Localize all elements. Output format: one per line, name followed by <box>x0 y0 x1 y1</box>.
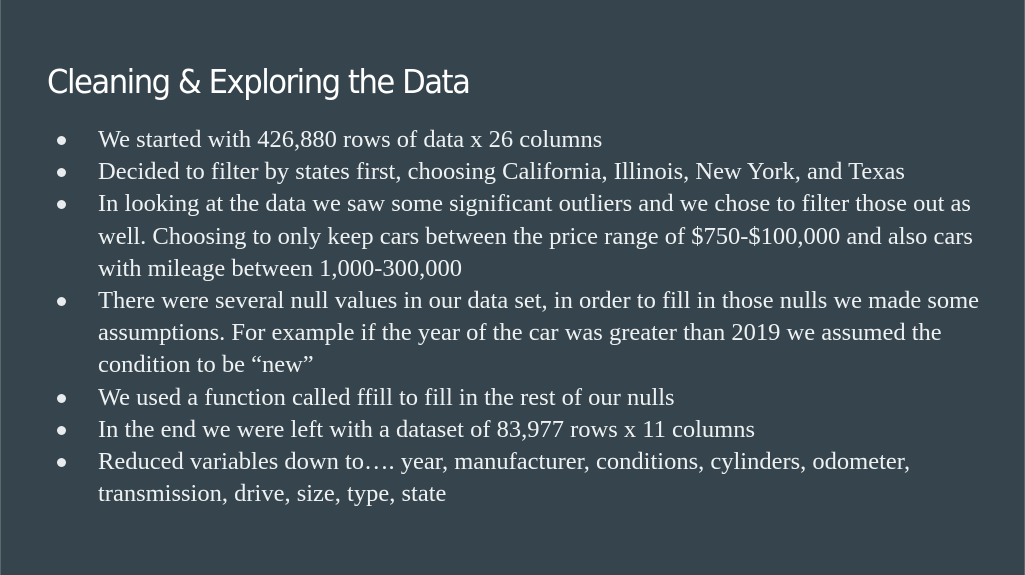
bullet-item: In the end we were left with a dataset o… <box>53 414 993 446</box>
bullet-item: There were several null values in our da… <box>53 285 993 382</box>
bullet-item: We started with 426,880 rows of data x 2… <box>53 124 993 156</box>
bullet-text: In looking at the data we saw some signi… <box>98 190 973 282</box>
bullet-text: Decided to filter by states first, choos… <box>98 158 905 186</box>
bullet-dot-icon <box>57 200 66 210</box>
bullet-dot-icon <box>57 136 66 145</box>
bullet-item: Reduced variables down to…. year, manufa… <box>53 446 993 510</box>
bullet-dot-icon <box>57 458 66 468</box>
bullet-item: In looking at the data we saw some signi… <box>53 188 993 285</box>
bullet-text: We started with 426,880 rows of data x 2… <box>98 126 603 153</box>
bullet-dot-icon <box>57 297 66 307</box>
bullet-item: We used a function called ffill to fill … <box>53 382 993 414</box>
bullet-dot-icon <box>57 425 66 435</box>
bullet-list: We started with 426,880 rows of data x 2… <box>53 124 993 510</box>
bullet-text: Reduced variables down to…. year, manufa… <box>98 448 911 508</box>
bullet-dot-icon <box>57 393 66 403</box>
bullet-text: There were several null values in our da… <box>98 287 980 379</box>
bullet-text: We used a function called ffill to fill … <box>98 383 675 411</box>
bullet-text: In the end we were left with a dataset o… <box>98 415 756 443</box>
slide-title: Cleaning & Exploring the Data <box>47 62 471 101</box>
bullet-item: Decided to filter by states first, choos… <box>53 156 993 188</box>
bullet-dot-icon <box>57 168 66 178</box>
